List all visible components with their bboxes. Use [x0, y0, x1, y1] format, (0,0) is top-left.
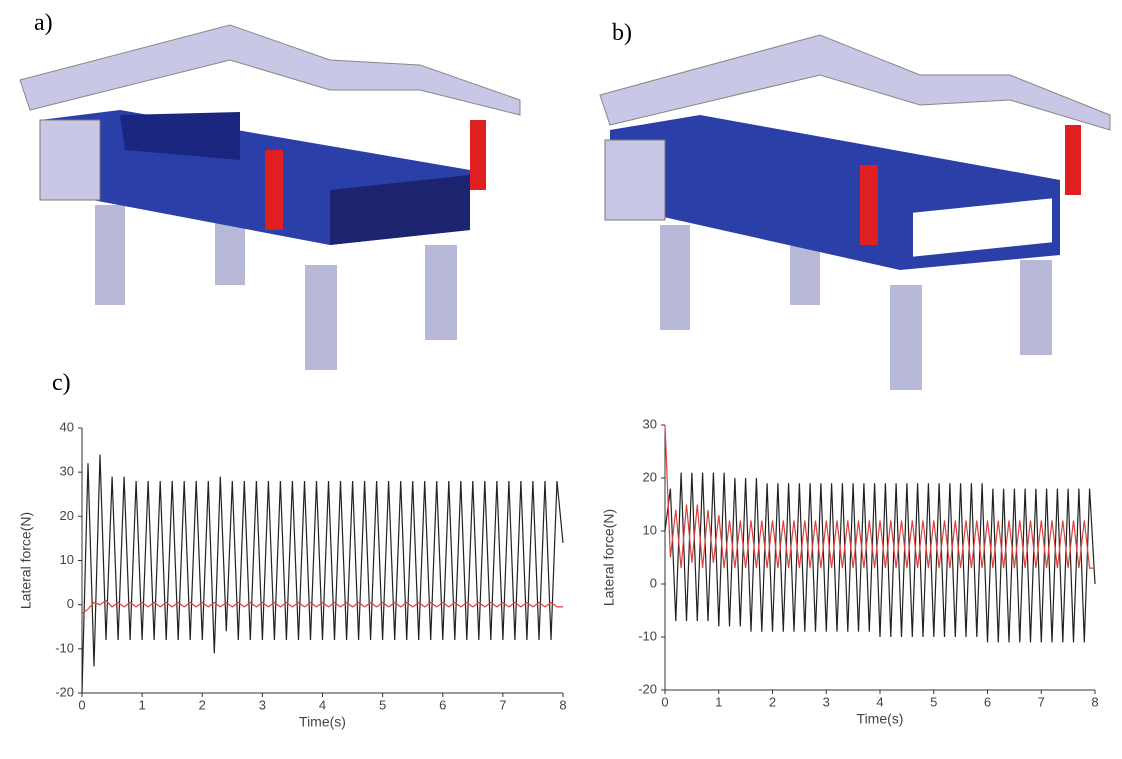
- x-tick-label: 7: [1038, 694, 1045, 709]
- cylinder: [305, 265, 337, 370]
- y-tick-label: 20: [60, 508, 74, 523]
- cylinder: [890, 285, 922, 390]
- x-tick-label: 4: [876, 694, 883, 709]
- box-side: [330, 175, 470, 245]
- spring: [860, 165, 878, 245]
- bracket: [604, 139, 666, 221]
- machine-a: [19, 24, 521, 370]
- x-tick-label: 7: [499, 697, 506, 712]
- x-tick-label: 6: [439, 697, 446, 712]
- panel-label: a): [34, 10, 53, 36]
- machine-b: [599, 34, 1111, 390]
- x-tick-label: 3: [259, 697, 266, 712]
- x-axis-title: Time(s): [857, 711, 904, 727]
- box-opening: [120, 112, 240, 160]
- illustrations: [19, 24, 1111, 390]
- cylinder: [425, 245, 457, 340]
- panel-label: b): [612, 20, 632, 46]
- x-tick-label: 0: [661, 694, 668, 709]
- y-tick-label: 0: [67, 596, 74, 611]
- y-tick-label: 30: [60, 464, 74, 479]
- y-axis-title: Lateral force(N): [18, 512, 34, 609]
- x-tick-label: 1: [715, 694, 722, 709]
- x-tick-label: 1: [139, 697, 146, 712]
- x-axis-title: Time(s): [299, 714, 346, 730]
- cylinder: [1020, 260, 1052, 355]
- bracket: [39, 119, 101, 201]
- y-tick-label: 30: [643, 416, 657, 431]
- y-tick-label: 20: [643, 469, 657, 484]
- y-axis-title: Lateral force(N): [601, 509, 617, 606]
- x-tick-label: 8: [1091, 694, 1098, 709]
- x-tick-label: 4: [319, 697, 326, 712]
- y-tick-label: -20: [55, 684, 74, 699]
- series-line: [664, 472, 1096, 643]
- frame: [599, 34, 1111, 131]
- series-line: [81, 454, 564, 694]
- y-tick-label: 40: [60, 419, 74, 434]
- cylinder: [660, 225, 690, 330]
- y-tick-label: -10: [55, 640, 74, 655]
- spring: [265, 150, 283, 230]
- spring: [1065, 125, 1081, 195]
- box-open-side: [907, 191, 1058, 264]
- y-tick-label: 10: [643, 522, 657, 537]
- y-tick-label: -20: [638, 681, 657, 696]
- series-line: [81, 599, 563, 614]
- y-tick-label: 0: [650, 575, 657, 590]
- x-tick-label: 0: [78, 697, 85, 712]
- x-tick-label: 5: [930, 694, 937, 709]
- spring: [470, 120, 486, 190]
- series-line: [664, 424, 1095, 569]
- y-tick-label: 10: [60, 552, 74, 567]
- x-tick-label: 3: [823, 694, 830, 709]
- x-tick-label: 6: [984, 694, 991, 709]
- x-tick-label: 5: [379, 697, 386, 712]
- x-tick-label: 2: [769, 694, 776, 709]
- cylinder: [95, 205, 125, 305]
- x-tick-label: 8: [559, 697, 566, 712]
- y-tick-label: -10: [638, 628, 657, 643]
- frame: [19, 24, 521, 116]
- x-tick-label: 2: [199, 697, 206, 712]
- panel-label: c): [52, 370, 71, 396]
